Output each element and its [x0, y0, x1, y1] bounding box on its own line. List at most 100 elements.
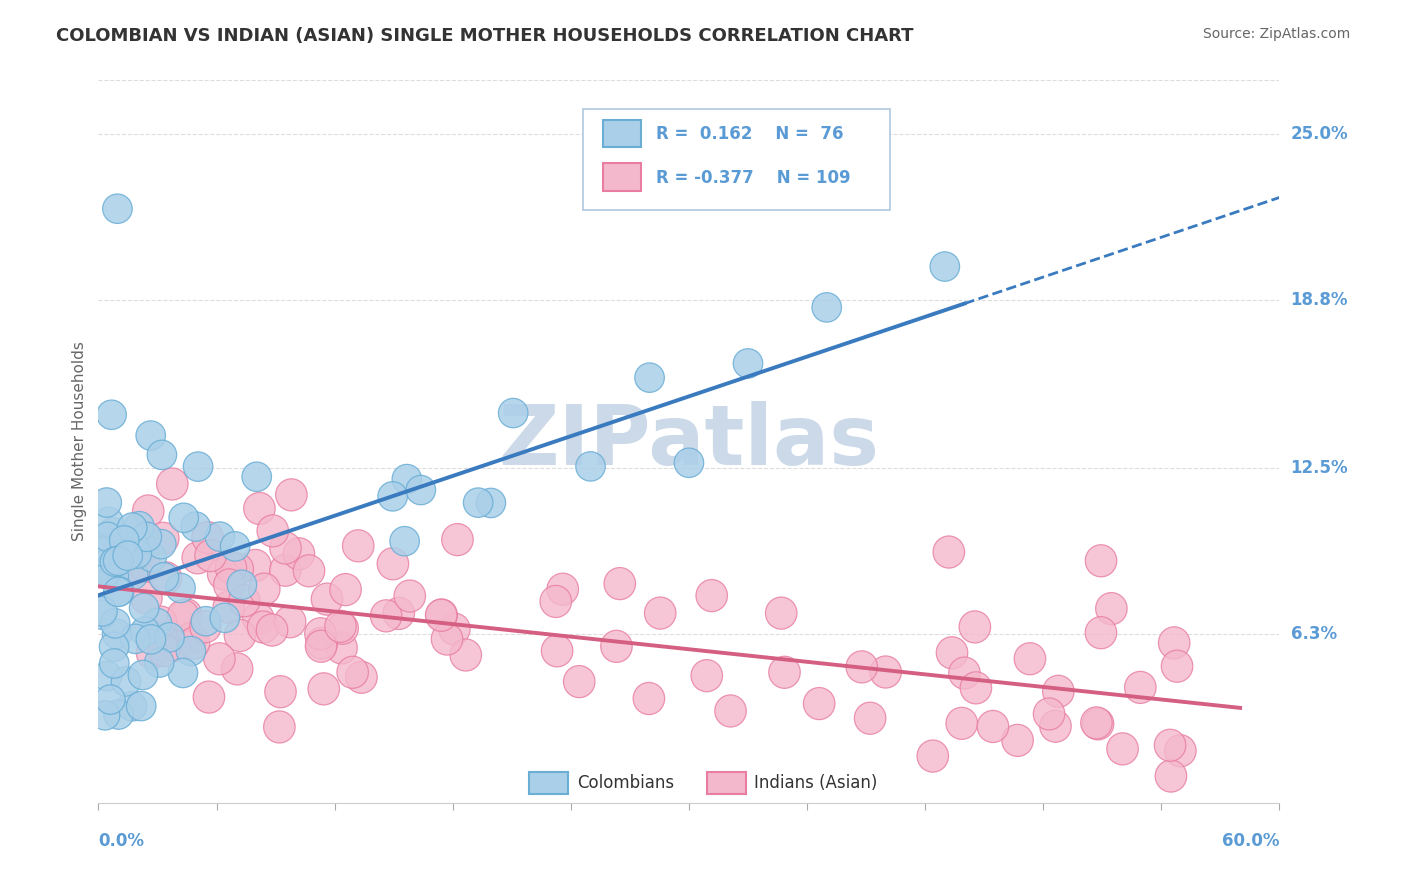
Ellipse shape: [87, 597, 117, 626]
Ellipse shape: [439, 613, 470, 645]
Ellipse shape: [249, 573, 280, 605]
Ellipse shape: [1095, 592, 1128, 624]
Ellipse shape: [90, 700, 120, 730]
Ellipse shape: [1039, 710, 1071, 742]
Ellipse shape: [633, 682, 665, 714]
Ellipse shape: [311, 583, 343, 615]
Ellipse shape: [118, 560, 148, 590]
Ellipse shape: [1085, 545, 1116, 577]
Ellipse shape: [169, 658, 198, 688]
Text: COLOMBIAN VS INDIAN (ASIAN) SINGLE MOTHER HOUSEHOLDS CORRELATION CHART: COLOMBIAN VS INDIAN (ASIAN) SINGLE MOTHE…: [56, 27, 914, 45]
Ellipse shape: [183, 452, 212, 482]
FancyBboxPatch shape: [582, 109, 890, 211]
Ellipse shape: [90, 558, 120, 588]
Ellipse shape: [104, 577, 134, 607]
FancyBboxPatch shape: [603, 120, 641, 147]
Ellipse shape: [224, 619, 256, 651]
Ellipse shape: [870, 656, 901, 688]
Ellipse shape: [208, 558, 239, 590]
Ellipse shape: [148, 523, 179, 555]
Ellipse shape: [191, 607, 221, 636]
Ellipse shape: [122, 539, 152, 568]
Ellipse shape: [564, 665, 595, 698]
Ellipse shape: [145, 606, 177, 638]
Ellipse shape: [111, 666, 141, 696]
Text: Indians (Asian): Indians (Asian): [754, 774, 877, 792]
Ellipse shape: [960, 672, 991, 704]
Ellipse shape: [127, 691, 156, 721]
Ellipse shape: [145, 648, 174, 677]
Ellipse shape: [765, 597, 797, 629]
Ellipse shape: [181, 541, 214, 574]
Ellipse shape: [1002, 724, 1033, 756]
Text: Colombians: Colombians: [576, 774, 673, 792]
Ellipse shape: [855, 702, 886, 734]
Ellipse shape: [222, 553, 253, 585]
Text: 6.3%: 6.3%: [1291, 625, 1337, 643]
Ellipse shape: [936, 637, 967, 669]
Ellipse shape: [112, 541, 142, 570]
Ellipse shape: [159, 629, 191, 661]
Ellipse shape: [98, 517, 128, 547]
Ellipse shape: [90, 538, 120, 567]
Ellipse shape: [132, 495, 165, 527]
Ellipse shape: [98, 549, 128, 579]
Ellipse shape: [104, 577, 134, 607]
Ellipse shape: [270, 554, 301, 586]
Ellipse shape: [1159, 627, 1189, 659]
Ellipse shape: [167, 599, 198, 632]
Ellipse shape: [176, 636, 205, 665]
Ellipse shape: [129, 593, 159, 623]
Ellipse shape: [229, 585, 260, 617]
Text: 18.8%: 18.8%: [1291, 291, 1348, 309]
Ellipse shape: [228, 570, 257, 599]
Ellipse shape: [257, 515, 288, 547]
Ellipse shape: [204, 643, 235, 675]
Ellipse shape: [330, 574, 361, 606]
Ellipse shape: [166, 574, 195, 603]
Ellipse shape: [150, 562, 181, 594]
Ellipse shape: [170, 599, 202, 631]
Ellipse shape: [205, 522, 235, 551]
Ellipse shape: [193, 681, 225, 713]
Ellipse shape: [949, 657, 980, 690]
Ellipse shape: [132, 522, 162, 551]
Ellipse shape: [148, 440, 177, 469]
Text: 12.5%: 12.5%: [1291, 459, 1348, 477]
Ellipse shape: [370, 599, 402, 632]
Ellipse shape: [100, 648, 129, 678]
Ellipse shape: [675, 448, 704, 477]
Ellipse shape: [917, 740, 949, 772]
Ellipse shape: [214, 569, 245, 601]
Ellipse shape: [104, 700, 134, 730]
Ellipse shape: [1161, 650, 1192, 682]
Ellipse shape: [959, 611, 991, 643]
Ellipse shape: [305, 630, 337, 662]
Ellipse shape: [125, 511, 155, 541]
Ellipse shape: [270, 532, 301, 564]
Ellipse shape: [406, 475, 436, 505]
Ellipse shape: [636, 363, 665, 392]
Ellipse shape: [247, 611, 278, 643]
Ellipse shape: [121, 624, 150, 654]
Text: 25.0%: 25.0%: [1291, 125, 1348, 143]
Ellipse shape: [1014, 642, 1046, 674]
Ellipse shape: [307, 627, 337, 659]
Ellipse shape: [221, 532, 250, 561]
Ellipse shape: [179, 627, 209, 659]
Ellipse shape: [690, 659, 723, 691]
Ellipse shape: [128, 660, 157, 690]
Ellipse shape: [264, 711, 295, 743]
Text: R = -0.377    N = 109: R = -0.377 N = 109: [655, 169, 851, 186]
Ellipse shape: [605, 567, 636, 599]
Ellipse shape: [87, 599, 117, 629]
Ellipse shape: [769, 657, 800, 689]
Ellipse shape: [931, 252, 960, 281]
Ellipse shape: [195, 540, 226, 572]
Ellipse shape: [104, 546, 134, 575]
Ellipse shape: [426, 599, 457, 632]
Ellipse shape: [377, 548, 409, 580]
Ellipse shape: [1033, 698, 1064, 730]
Ellipse shape: [243, 492, 276, 524]
Ellipse shape: [100, 632, 129, 662]
